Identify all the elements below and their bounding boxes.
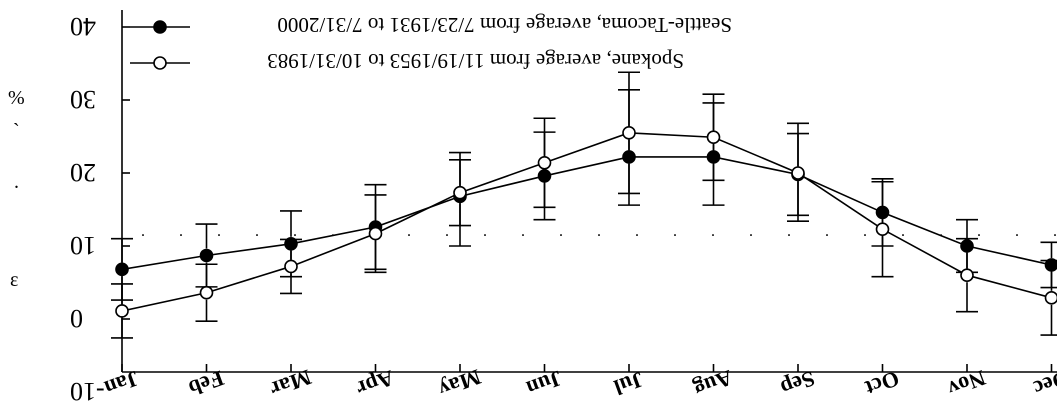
error-bar-series-2-8 <box>787 122 809 222</box>
y-axis-label-fragment-2: . <box>14 171 19 193</box>
x-tick-label-1: Feb <box>185 366 227 402</box>
error-bar-series-2-11 <box>1040 259 1057 336</box>
series-1 <box>111 88 1057 301</box>
y-tick-label-3: 20 <box>70 158 96 187</box>
legend-label-series-2: Spokane, average from 11/19/1953 to 10/3… <box>267 49 684 73</box>
data-point-series-2-10 <box>960 268 974 283</box>
x-axis-ticks: Jan Feb Mar Apr May Jun Jul Aug Sep Oct Nov Dec <box>101 364 1057 403</box>
error-bar-series-2-2 <box>280 238 302 295</box>
data-point-series-2-6 <box>622 126 636 140</box>
error-bar-series-2-10 <box>956 237 978 313</box>
error-bar-series-2-1 <box>195 263 218 322</box>
error-bar-series-2-4 <box>449 159 471 227</box>
data-point-series-1-1 <box>199 248 214 263</box>
data-point-series-2-5 <box>537 155 552 170</box>
data-point-series-2-4 <box>453 185 467 200</box>
x-tick-label-10: Nov <box>945 365 989 401</box>
legend: Seattle-Tacoma, average from 7/23/1931 t… <box>130 13 732 73</box>
series-line-2 <box>121 132 1052 312</box>
data-point-series-2-11 <box>1044 291 1057 305</box>
series-2 <box>111 71 1057 339</box>
x-tick-label-2: Mar <box>267 365 315 403</box>
error-bar-series-2-7 <box>702 93 725 182</box>
error-bar-series-2-9 <box>871 180 894 278</box>
y-tick-label-2: 10 <box>70 231 96 260</box>
data-point-series-2-0 <box>115 304 129 318</box>
data-point-series-2-2 <box>284 259 298 274</box>
data-point-series-2-9 <box>875 222 890 237</box>
data-point-series-2-3 <box>368 226 383 241</box>
x-tick-label-11: Dec <box>1030 366 1057 402</box>
y-tick-label-4: 30 <box>70 85 96 114</box>
y-axis-label-fragment-4: % <box>8 87 25 109</box>
x-tick-label-5: Jun <box>523 366 565 402</box>
y-tick-label-0: -10 <box>70 377 105 406</box>
y-tick-label-5: 40 <box>70 12 96 41</box>
series-layer <box>111 71 1057 339</box>
y-axis-label-fragments: ɛ . ` % <box>8 87 25 291</box>
data-point-series-2-7 <box>706 130 721 145</box>
x-tick-label-0: Jan <box>101 366 142 401</box>
legend-label-series-1: Seattle-Tacoma, average from 7/23/1931 t… <box>277 13 732 37</box>
y-axis-ticks: -10 0 10 20 30 40 <box>70 12 130 406</box>
data-point-series-2-1 <box>199 285 214 300</box>
legend-marker-series-1 <box>153 20 167 34</box>
error-bar-series-2-3 <box>364 194 387 274</box>
x-tick-label-3: Apr <box>353 365 397 402</box>
series-line-1 <box>121 156 1052 271</box>
x-tick-label-7: Aug <box>691 365 736 402</box>
y-axis-label-fragment-1: ɛ <box>10 269 18 291</box>
data-point-series-2-8 <box>791 166 805 180</box>
data-point-series-1-0 <box>115 262 129 277</box>
error-bar-series-2-5 <box>533 117 556 209</box>
legend-marker-series-2 <box>153 56 167 70</box>
y-axis-label-fragment-3: ` <box>13 120 20 142</box>
error-bar-series-2-6 <box>618 71 640 195</box>
error-bar-series-2-0 <box>111 283 133 339</box>
y-tick-label-1: 0 <box>70 304 83 333</box>
